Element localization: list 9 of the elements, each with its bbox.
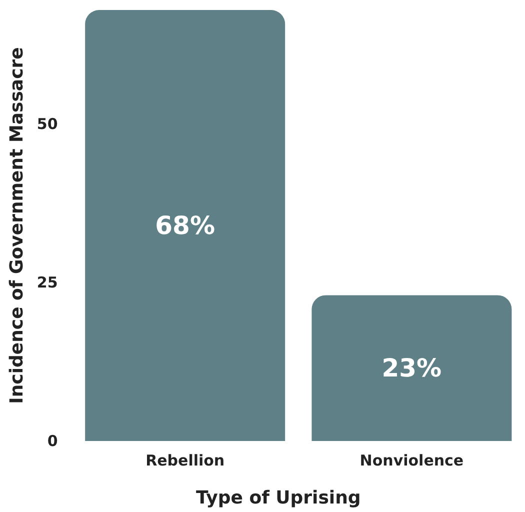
data-label: 23% (382, 354, 442, 383)
x-tick-label: Rebellion (146, 452, 225, 470)
y-axis-title: Incidence of Government Massacre (6, 47, 28, 404)
y-tick-label: 0 (47, 432, 58, 450)
y-tick-label: 50 (36, 115, 58, 134)
data-label: 68% (155, 211, 215, 240)
y-tick-label: 25 (36, 274, 58, 292)
x-axis-title: Type of Uprising (196, 488, 361, 508)
x-tick-label: Nonviolence (360, 452, 464, 470)
